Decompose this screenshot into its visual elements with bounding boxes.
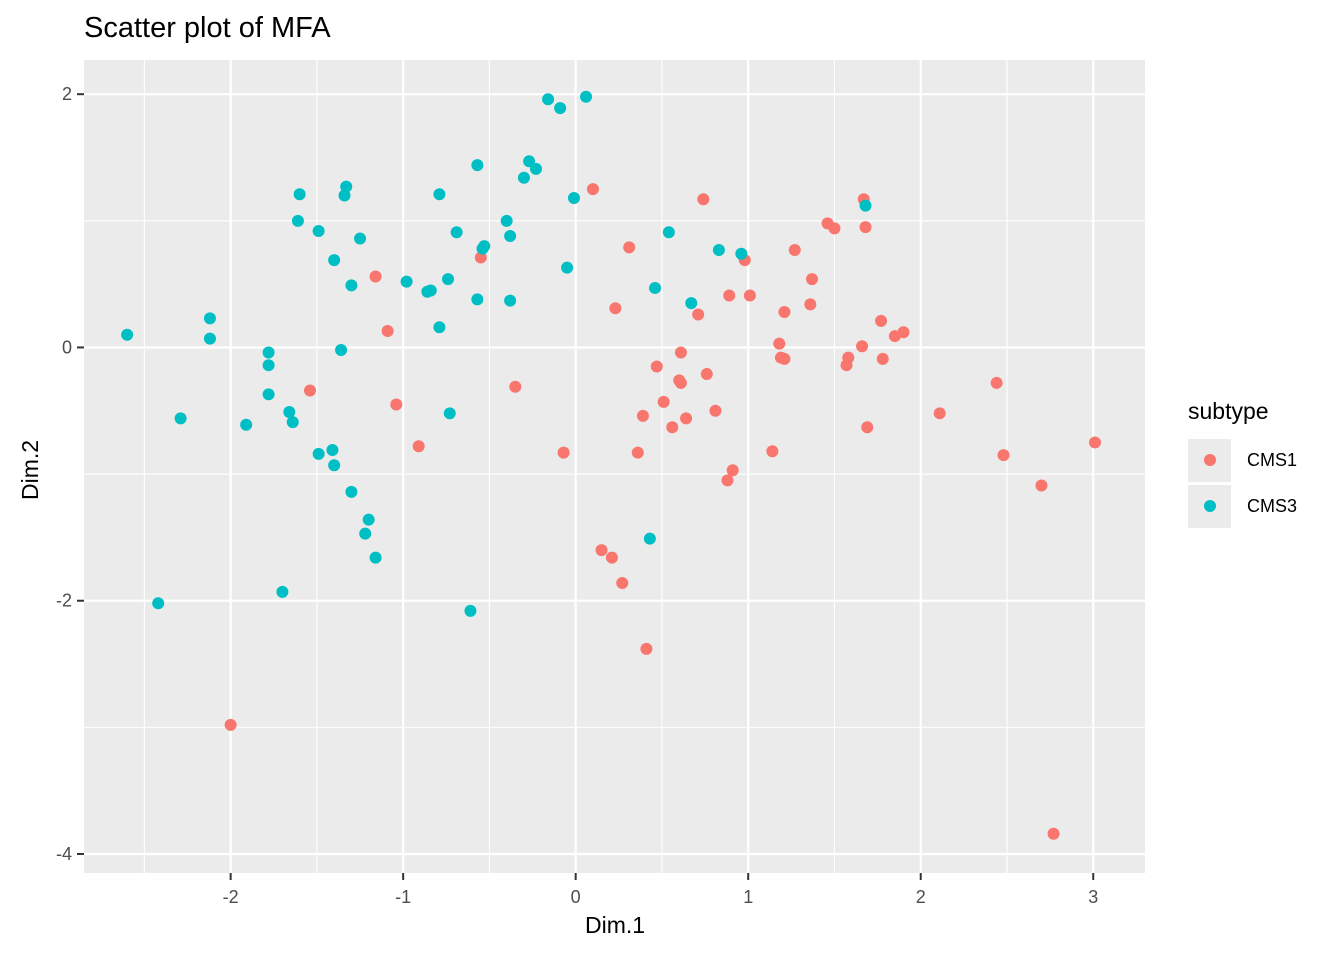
minor-gridlines xyxy=(84,60,1145,873)
x-axis-label: Dim.1 xyxy=(584,912,646,938)
svg-text:1: 1 xyxy=(743,887,753,907)
svg-text:-4: -4 xyxy=(56,844,72,864)
svg-text:2: 2 xyxy=(916,887,926,907)
x-axis: -2 -1 0 1 2 3 xyxy=(223,873,1098,907)
legend-key xyxy=(1188,484,1231,528)
svg-text:3: 3 xyxy=(1088,887,1098,907)
legend-title: subtype xyxy=(1188,398,1269,424)
svg-text:0: 0 xyxy=(62,337,72,357)
y-axis: -4 -2 0 2 xyxy=(56,84,84,864)
svg-text:-1: -1 xyxy=(395,887,411,907)
y-axis-label: Dim.2 xyxy=(17,439,43,500)
data-points xyxy=(121,90,1101,840)
svg-text:-2: -2 xyxy=(56,591,72,611)
point-marker-icon xyxy=(1203,500,1216,512)
chart-title: Scatter plot of MFA xyxy=(84,12,331,44)
major-gridlines xyxy=(84,60,1145,873)
svg-text:2: 2 xyxy=(62,84,72,104)
legend-label: CMS3 xyxy=(1247,495,1298,516)
svg-text:0: 0 xyxy=(571,887,581,907)
legend-item-cms1: CMS1 xyxy=(1188,437,1297,483)
plot-panel xyxy=(84,60,1145,873)
svg-text:-2: -2 xyxy=(223,887,239,907)
legend: subtype CMS1 CMS3 xyxy=(1188,398,1297,529)
point-marker-icon xyxy=(1203,454,1216,466)
legend-item-cms3: CMS3 xyxy=(1188,483,1297,529)
legend-label: CMS1 xyxy=(1247,449,1298,470)
legend-key xyxy=(1188,438,1231,482)
